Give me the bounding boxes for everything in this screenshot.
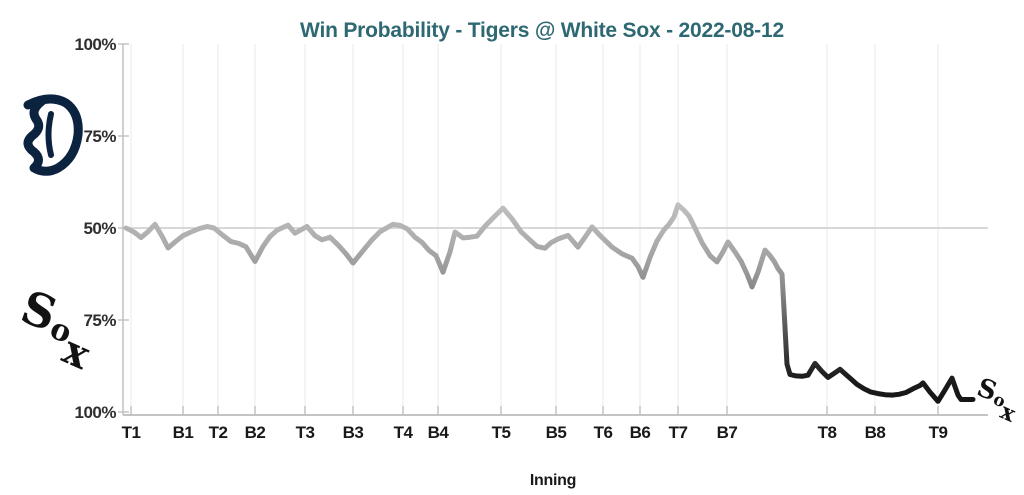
x-tick-label-B6: B6 bbox=[630, 423, 651, 442]
y-tick-label-4: 100% bbox=[75, 403, 117, 422]
y-axis-labels: 100% 75% 50% 75% 100% bbox=[75, 35, 117, 422]
tick-marks bbox=[118, 43, 939, 415]
x-tick-label-B4: B4 bbox=[428, 423, 450, 442]
x-tick-label-B2: B2 bbox=[245, 423, 266, 442]
x-tick-label-T9: T9 bbox=[929, 423, 948, 442]
x-tick-label-T6: T6 bbox=[594, 423, 613, 442]
x-tick-label-T1: T1 bbox=[122, 423, 141, 442]
x-tick-label-T5: T5 bbox=[492, 423, 511, 442]
y-tick-label-2: 50% bbox=[83, 219, 116, 238]
tigers-logo-inner-stroke bbox=[45, 111, 54, 158]
x-tick-label-T8: T8 bbox=[818, 423, 837, 442]
x-axis-labels: T1 B1 T2 B2 T3 B3 T4 B4 T5 B5 T6 B6 T7 B7 T8 B8 T9 bbox=[122, 423, 948, 442]
x-tick-label-T3: T3 bbox=[296, 423, 315, 442]
win-probability-line bbox=[123, 202, 976, 404]
x-tick-label-B7: B7 bbox=[717, 423, 738, 442]
x-axis-title: Inning bbox=[530, 472, 576, 489]
win-probability-line-group bbox=[123, 202, 976, 404]
x-tick-label-B1: B1 bbox=[173, 423, 194, 442]
x-tick-label-T7: T7 bbox=[669, 423, 688, 442]
white-sox-endpoint-logo bbox=[972, 372, 1020, 428]
x-tick-label-B5: B5 bbox=[546, 423, 567, 442]
x-tick-label-T2: T2 bbox=[209, 423, 228, 442]
vertical-gridlines bbox=[130, 44, 939, 415]
tigers-logo bbox=[23, 94, 83, 176]
y-tick-label-0: 100% bbox=[75, 35, 117, 54]
chart-title: Win Probability - Tigers @ White Sox - 2… bbox=[300, 19, 784, 42]
y-tick-label-1: 75% bbox=[83, 127, 116, 146]
x-tick-label-B3: B3 bbox=[343, 423, 364, 442]
tigers-logo-bowl bbox=[23, 94, 83, 176]
x-tick-label-T4: T4 bbox=[394, 423, 414, 442]
x-tick-label-B8: B8 bbox=[865, 423, 886, 442]
y-tick-label-3: 75% bbox=[83, 311, 116, 330]
tigers-logo-stem bbox=[23, 96, 47, 173]
